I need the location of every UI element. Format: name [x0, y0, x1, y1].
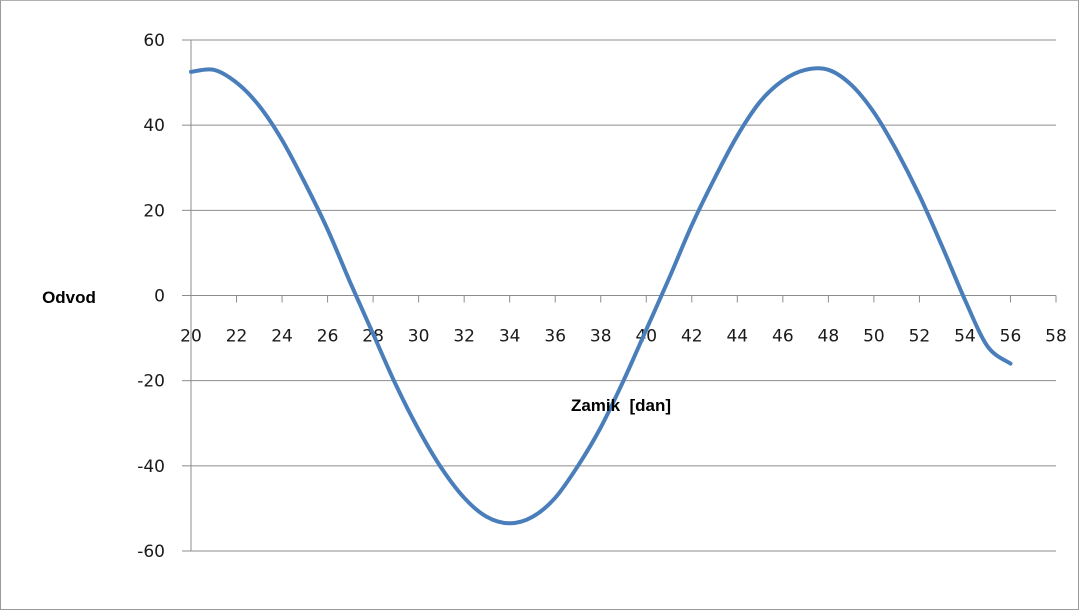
x-axis-tick-labels: 20 22 24 26 28 30 32 34 36 38 40 42 44 46 48 50 52 54 56 58: [180, 327, 1067, 347]
x-tick-label: 30: [408, 327, 430, 347]
x-tick-label: 32: [453, 327, 475, 347]
x-tick-label: 24: [271, 327, 293, 347]
x-tick-label: 36: [544, 327, 566, 347]
x-axis-title: Zamik [dan]: [571, 396, 671, 415]
y-axis-tick-labels: 60 40 20 0 -20 -40 -60: [137, 31, 165, 562]
y-tick-label: 0: [154, 287, 165, 307]
x-tick-label: 20: [180, 327, 202, 347]
y-tick-label: 40: [143, 116, 165, 136]
x-tick-label: 50: [863, 327, 885, 347]
y-axis-title: Odvod: [42, 288, 96, 307]
plot-area: [189, 66, 1013, 526]
y-tick-label: 60: [143, 31, 165, 51]
x-tick-label: 46: [772, 327, 794, 347]
y-tick-label: -40: [137, 457, 165, 477]
x-tick-label: 38: [590, 327, 612, 347]
x-axis: [190, 295, 1057, 303]
x-tick-label: 54: [954, 327, 976, 347]
y-tick-label: 20: [143, 201, 165, 221]
x-tick-label: 58: [1045, 327, 1067, 347]
x-tick-label: 26: [317, 327, 339, 347]
x-tick-label: 56: [1000, 327, 1022, 347]
x-tick-label: 42: [681, 327, 703, 347]
x-tick-label: 44: [726, 327, 748, 347]
x-tick-label: 52: [909, 327, 931, 347]
x-tick-label: 22: [226, 327, 248, 347]
x-tick-label: 34: [499, 327, 521, 347]
series-line: [189, 66, 1013, 526]
x-tick-label: 48: [818, 327, 840, 347]
y-tick-label: -60: [137, 542, 165, 562]
y-tick-label: -20: [137, 372, 165, 392]
